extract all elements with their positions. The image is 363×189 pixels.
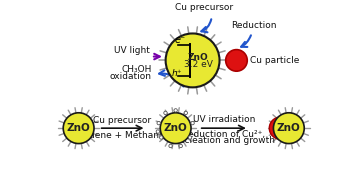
Text: nucleation and growth: nucleation and growth: [173, 136, 275, 145]
Circle shape: [160, 136, 163, 139]
Circle shape: [164, 111, 167, 115]
Text: Cu precursor: Cu precursor: [93, 116, 152, 125]
Circle shape: [191, 121, 194, 125]
Circle shape: [174, 109, 178, 112]
Text: h⁺: h⁺: [172, 69, 183, 78]
Circle shape: [160, 113, 191, 144]
Text: 3.2 eV: 3.2 eV: [184, 60, 212, 69]
Circle shape: [188, 136, 192, 139]
Text: oxidation: oxidation: [110, 72, 152, 81]
Text: ZnO: ZnO: [67, 123, 90, 133]
Circle shape: [166, 33, 220, 87]
Text: ZnO: ZnO: [277, 123, 301, 133]
Circle shape: [184, 111, 188, 115]
Circle shape: [157, 121, 160, 125]
Text: ZnO: ZnO: [188, 53, 208, 62]
Text: ZnO: ZnO: [164, 123, 188, 133]
Text: UV light: UV light: [114, 46, 150, 55]
Text: e⁻: e⁻: [175, 35, 186, 45]
Text: Toluene + Methanol: Toluene + Methanol: [77, 131, 168, 140]
Circle shape: [156, 130, 160, 133]
Text: Reduction: Reduction: [231, 21, 276, 30]
Text: CH₃OH: CH₃OH: [121, 65, 152, 74]
Text: UV irradiation: UV irradiation: [193, 115, 255, 124]
Text: Cu particle: Cu particle: [250, 56, 299, 65]
Circle shape: [273, 113, 304, 144]
Circle shape: [269, 117, 291, 139]
Circle shape: [179, 144, 183, 148]
Text: Cu precursor: Cu precursor: [175, 3, 233, 12]
Circle shape: [63, 113, 94, 144]
Text: Reduction of Cu²⁺,: Reduction of Cu²⁺,: [182, 130, 265, 139]
Circle shape: [226, 50, 247, 71]
Circle shape: [169, 144, 172, 148]
